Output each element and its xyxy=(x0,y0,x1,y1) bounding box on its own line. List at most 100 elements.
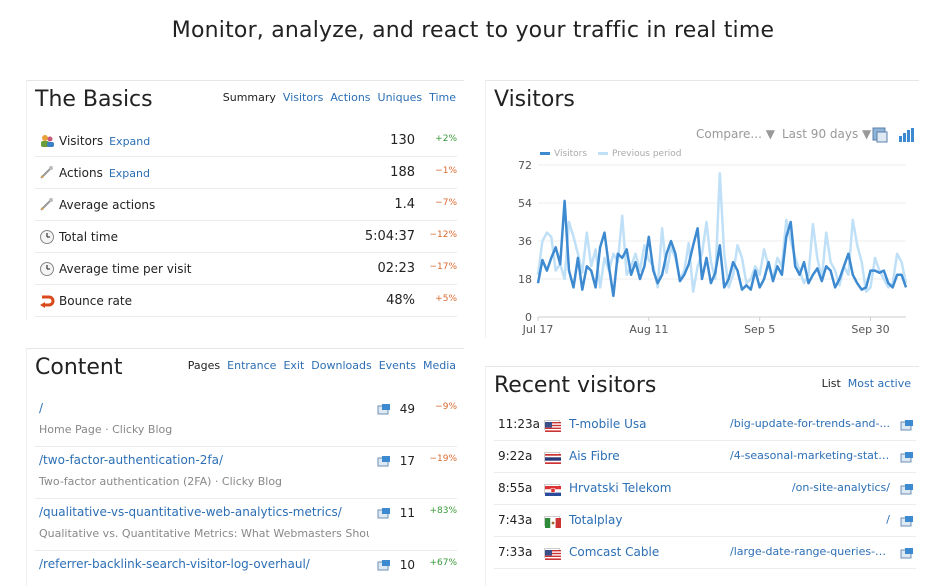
page-headline: Monitor, analyze, and react to your traf… xyxy=(171,18,775,43)
change-badge: −19% xyxy=(429,454,457,464)
isp-link[interactable]: Comcast Cable xyxy=(569,545,660,559)
basics-row-label: Average actions xyxy=(59,198,156,212)
visit-time: 8:55a xyxy=(498,481,533,495)
change-badge: +67% xyxy=(429,558,457,568)
basics-row: Visitors Expand 130 +2% xyxy=(35,125,457,157)
content-row: /two-factor-authentication-2fa/Two-facto… xyxy=(35,447,457,499)
clock-icon xyxy=(39,229,55,245)
basics-row-label: Bounce rate xyxy=(59,294,132,308)
external-link-icon[interactable] xyxy=(377,403,391,415)
tab-uniques[interactable]: Uniques xyxy=(377,91,423,104)
tab-summary[interactable]: Summary xyxy=(222,91,276,104)
external-link-icon[interactable] xyxy=(900,515,914,527)
change-badge: +83% xyxy=(429,506,457,516)
y-tick-label: 18 xyxy=(518,273,532,286)
page-path-link[interactable]: /two-factor-authentication-2fa/ xyxy=(39,453,223,467)
date-range-dropdown[interactable]: Last 90 days ▼ xyxy=(782,127,872,141)
chart-legend: Visitors Previous period xyxy=(540,149,682,159)
tab-downloads[interactable]: Downloads xyxy=(311,359,372,372)
basics-row-value: 02:23 xyxy=(377,261,415,276)
landing-page-link[interactable]: /on-site-analytics/ xyxy=(791,481,890,494)
basics-row: Actions Expand 188 −1% xyxy=(35,157,457,189)
export-icon[interactable] xyxy=(872,127,888,143)
basics-row-label: Total time xyxy=(59,230,118,244)
change-badge: −12% xyxy=(429,230,457,240)
y-tick-label: 54 xyxy=(518,197,532,210)
clock-icon xyxy=(39,261,55,277)
x-tick-label: Sep 30 xyxy=(851,323,889,336)
landing-page-link[interactable]: / xyxy=(886,513,890,526)
x-tick-label: Aug 11 xyxy=(629,323,668,336)
visitor-row[interactable]: 7:33a Comcast Cable/large-date-range-quer… xyxy=(494,537,916,569)
landing-page-link[interactable]: /4-seasonal-marketing-stats... xyxy=(730,449,890,462)
series-line-visitors xyxy=(536,199,908,298)
content-row: /qualitative-vs-quantitative-web-analyti… xyxy=(35,499,457,551)
visitor-row[interactable]: 9:22a Ais Fibre/4-seasonal-marketing-stat… xyxy=(494,441,916,473)
actions-icon xyxy=(39,197,55,213)
compare-dropdown[interactable]: Compare... ▼ xyxy=(696,127,775,141)
page-count: 11 xyxy=(399,506,415,520)
tab-time[interactable]: Time xyxy=(429,91,456,104)
tab-actions[interactable]: Actions xyxy=(330,91,371,104)
flag-hr-icon xyxy=(544,484,561,496)
isp-link[interactable]: Hrvatski Telekom xyxy=(569,481,672,495)
external-link-icon[interactable] xyxy=(900,547,914,559)
external-link-icon[interactable] xyxy=(900,451,914,463)
page-title-text: Home Page · Clicky Blog xyxy=(39,423,173,436)
landing-page-link[interactable]: /large-date-range-queries-n... xyxy=(730,545,890,558)
bar-chart-icon[interactable] xyxy=(898,127,914,143)
y-tick-label: 36 xyxy=(518,235,532,248)
isp-link[interactable]: Totalplay xyxy=(569,513,623,527)
change-badge: −1% xyxy=(435,166,457,176)
external-link-icon[interactable] xyxy=(377,455,391,467)
basics-row-label: Actions Expand xyxy=(59,166,150,180)
external-link-icon[interactable] xyxy=(377,559,391,571)
content-tabs: Pages Entrance Exit Downloads Events Media xyxy=(181,359,456,372)
basics-row: Average actions 1.4 −7% xyxy=(35,189,457,221)
visitor-row[interactable]: 8:55a Hrvatski Telekom/on-site-analytics/ xyxy=(494,473,916,505)
change-badge: +5% xyxy=(435,294,457,304)
flag-us-icon xyxy=(544,420,561,432)
flag-th-icon xyxy=(544,452,561,464)
tab-events[interactable]: Events xyxy=(378,359,416,372)
content-row: / Home Page · Clicky Blog 49 −9% xyxy=(35,395,457,447)
visitor-row[interactable]: 7:43a Totalplay / xyxy=(494,505,916,537)
page-path-link[interactable]: /referrer-backlink-search-visitor-log-ov… xyxy=(39,557,310,571)
expand-link[interactable]: Expand xyxy=(108,167,150,180)
tab-most-active[interactable]: Most active xyxy=(847,377,911,390)
basics-row: Total time 5:04:37 −12% xyxy=(35,221,457,253)
visit-time: 11:23a xyxy=(498,417,540,431)
tab-list[interactable]: List xyxy=(821,377,841,390)
basics-row-value: 188 xyxy=(390,165,415,180)
tab-entrance[interactable]: Entrance xyxy=(227,359,277,372)
change-badge: −9% xyxy=(435,402,457,412)
basics-row: Bounce rate 48% +5% xyxy=(35,285,457,317)
legend-swatch-visitors xyxy=(540,152,550,155)
content-panel: Content Pages Entrance Exit Downloads Events… xyxy=(26,348,464,586)
page-title-text: Two-factor authentication (2FA) · Clicky… xyxy=(39,475,283,488)
change-badge: +2% xyxy=(435,134,457,144)
page-path-link[interactable]: / xyxy=(39,401,44,415)
change-badge: −17% xyxy=(429,262,457,272)
flag-mx-icon xyxy=(544,516,561,528)
tab-media[interactable]: Media xyxy=(422,359,456,372)
basics-row-value: 1.4 xyxy=(394,197,415,212)
landing-page-link[interactable]: /big-update-for-trends-and-... xyxy=(730,417,890,430)
basics-tabs: Summary Visitors Actions Uniques Time xyxy=(216,91,456,104)
page-path-link[interactable]: /qualitative-vs-quantitative-web-analyti… xyxy=(39,505,342,519)
visitors-icon xyxy=(39,133,55,149)
tab-exit[interactable]: Exit xyxy=(283,359,305,372)
tab-visitors[interactable]: Visitors xyxy=(282,91,324,104)
external-link-icon[interactable] xyxy=(900,483,914,495)
visit-time: 7:33a xyxy=(498,545,533,559)
isp-link[interactable]: Ais Fibre xyxy=(569,449,620,463)
basics-row-label: Visitors Expand xyxy=(59,134,151,148)
expand-link[interactable]: Expand xyxy=(109,135,151,148)
y-tick-label: 0 xyxy=(525,311,532,324)
external-link-icon[interactable] xyxy=(377,507,391,519)
isp-link[interactable]: T-mobile Usa xyxy=(569,417,647,431)
tab-pages[interactable]: Pages xyxy=(187,359,221,372)
visitor-row[interactable]: 11:23a T-mobile Usa/big-update-for-trends… xyxy=(494,409,916,441)
legend-visitors: Visitors xyxy=(554,149,588,159)
external-link-icon[interactable] xyxy=(900,419,914,431)
